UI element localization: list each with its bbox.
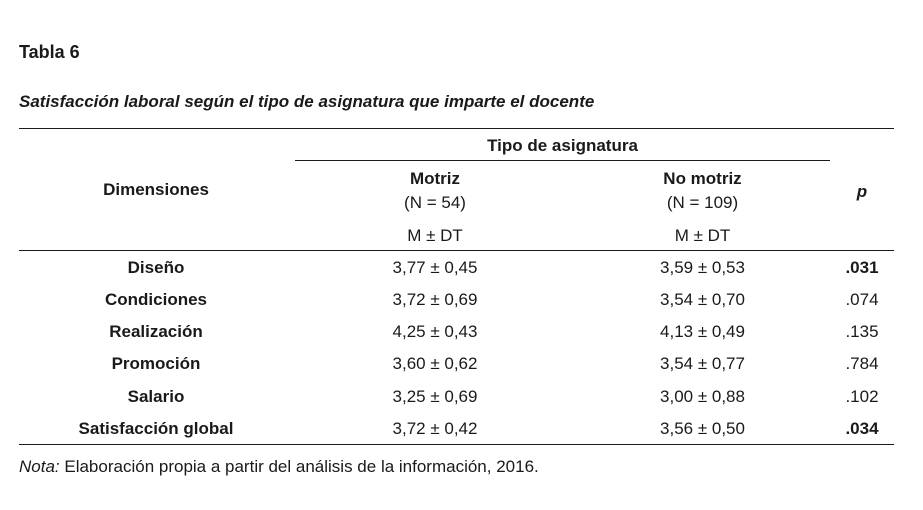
row-dimension: Satisfacción global bbox=[78, 419, 234, 438]
row-no-motriz: 3,56 ± 0,50 bbox=[660, 419, 745, 438]
row-no-motriz: 3,54 ± 0,70 bbox=[660, 290, 745, 309]
row-p: .034 bbox=[845, 419, 879, 438]
table-label: Tabla 6 bbox=[19, 42, 80, 62]
row-p: .135 bbox=[845, 322, 879, 341]
header-motriz: Motriz bbox=[409, 169, 461, 188]
header-motriz-n: (N = 54) bbox=[404, 193, 466, 212]
note-text: Elaboración propia a partir del análisis… bbox=[59, 457, 539, 476]
row-no-motriz: 3,54 ± 0,77 bbox=[660, 354, 745, 373]
row-dimension: Diseño bbox=[127, 258, 185, 277]
note-label: Nota: bbox=[19, 457, 60, 476]
bottom-rule bbox=[19, 444, 894, 445]
row-p: .784 bbox=[845, 354, 879, 373]
header-no-motriz-n: (N = 109) bbox=[666, 193, 739, 212]
row-p: .102 bbox=[845, 387, 879, 406]
row-dimension: Condiciones bbox=[104, 290, 207, 309]
group-rule bbox=[295, 160, 830, 161]
header-no-motriz: No motriz bbox=[663, 169, 742, 188]
row-motriz: 3,72 ± 0,42 bbox=[392, 419, 478, 438]
table-title: Satisfacción laboral según el tipo de as… bbox=[19, 92, 595, 111]
table-note: Nota: Elaboración propia a partir del an… bbox=[19, 457, 539, 477]
row-dimension: Realización bbox=[109, 322, 203, 341]
row-no-motriz: 3,00 ± 0,88 bbox=[660, 387, 745, 406]
row-motriz: 3,72 ± 0,69 bbox=[392, 290, 478, 309]
header-stat-motriz: M ± DT bbox=[407, 226, 463, 245]
row-p: .074 bbox=[845, 290, 879, 309]
header-bottom-rule bbox=[19, 250, 894, 251]
row-motriz: 3,77 ± 0,45 bbox=[392, 258, 478, 277]
top-rule bbox=[19, 128, 894, 129]
row-p: .031 bbox=[845, 258, 879, 277]
header-p: p bbox=[856, 182, 868, 201]
row-motriz: 3,25 ± 0,69 bbox=[392, 387, 478, 406]
row-dimension: Salario bbox=[127, 387, 185, 406]
row-motriz: 4,25 ± 0,43 bbox=[392, 322, 478, 341]
row-dimension: Promoción bbox=[111, 354, 201, 373]
row-no-motriz: 3,59 ± 0,53 bbox=[660, 258, 745, 277]
header-group: Tipo de asignatura bbox=[487, 136, 638, 155]
row-no-motriz: 4,13 ± 0,49 bbox=[660, 322, 745, 341]
row-motriz: 3,60 ± 0,62 bbox=[392, 354, 478, 373]
header-dimensions: Dimensiones bbox=[103, 180, 209, 199]
header-stat-no-motriz: M ± DT bbox=[674, 226, 731, 245]
